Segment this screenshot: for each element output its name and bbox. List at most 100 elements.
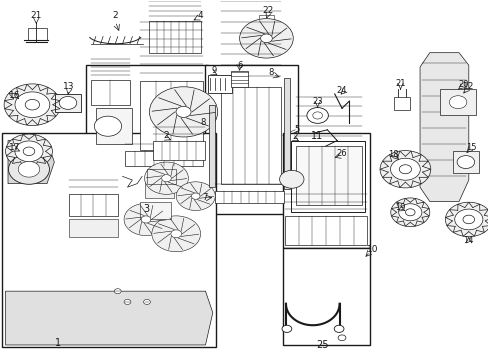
Circle shape — [390, 198, 429, 226]
Text: 16: 16 — [9, 90, 20, 99]
Text: 13: 13 — [63, 82, 75, 91]
Bar — [452, 151, 478, 173]
Text: 21: 21 — [31, 11, 42, 20]
Text: 12: 12 — [462, 82, 473, 91]
Bar — [204, 65, 298, 214]
Circle shape — [176, 106, 191, 117]
Circle shape — [379, 150, 430, 188]
Text: 5: 5 — [294, 125, 299, 134]
Bar — [208, 105, 215, 187]
Circle shape — [279, 170, 304, 188]
Text: 21: 21 — [394, 80, 405, 89]
Bar — [140, 202, 171, 220]
Text: 25: 25 — [316, 340, 328, 350]
Circle shape — [15, 141, 43, 162]
Bar — [144, 176, 173, 198]
Circle shape — [312, 112, 322, 119]
Circle shape — [94, 116, 122, 136]
Text: 11: 11 — [310, 131, 322, 141]
Polygon shape — [8, 140, 54, 184]
Bar — [215, 191, 283, 203]
Text: 1: 1 — [55, 338, 61, 348]
Bar — [285, 216, 366, 244]
Text: 6: 6 — [237, 62, 242, 71]
Circle shape — [239, 19, 293, 58]
Bar — [153, 140, 204, 160]
Bar — [221, 87, 281, 184]
Bar — [149, 22, 200, 53]
Circle shape — [390, 158, 420, 180]
Circle shape — [398, 204, 421, 221]
Circle shape — [398, 165, 411, 174]
Bar — [283, 78, 289, 189]
Circle shape — [114, 289, 121, 294]
Bar — [141, 134, 216, 214]
Circle shape — [59, 96, 77, 109]
Bar — [282, 134, 369, 248]
Text: 4: 4 — [198, 11, 203, 20]
Bar — [295, 146, 361, 205]
Circle shape — [141, 216, 150, 223]
Text: 7: 7 — [202, 193, 207, 202]
Circle shape — [152, 216, 200, 252]
Circle shape — [8, 154, 49, 184]
Bar — [91, 80, 130, 105]
Polygon shape — [419, 53, 468, 202]
Text: 14: 14 — [463, 237, 473, 246]
Bar — [282, 248, 369, 345]
Text: 24: 24 — [336, 86, 346, 95]
Circle shape — [445, 202, 488, 237]
Bar — [147, 169, 176, 184]
Circle shape — [23, 147, 35, 156]
Circle shape — [405, 209, 414, 216]
Text: 18: 18 — [387, 150, 398, 159]
Circle shape — [143, 300, 150, 305]
Bar — [140, 81, 203, 149]
Circle shape — [191, 193, 200, 199]
Circle shape — [260, 34, 272, 43]
Bar — [69, 194, 118, 216]
Circle shape — [448, 96, 466, 109]
Circle shape — [124, 300, 131, 305]
Bar — [290, 140, 365, 212]
Text: 2: 2 — [163, 131, 169, 140]
Text: 8: 8 — [201, 118, 206, 127]
Circle shape — [462, 215, 474, 224]
Circle shape — [15, 92, 50, 117]
Text: 15: 15 — [465, 143, 475, 152]
Bar — [69, 220, 118, 237]
Text: 2: 2 — [112, 11, 118, 20]
Text: 17: 17 — [9, 143, 20, 152]
Text: 23: 23 — [312, 96, 322, 105]
Circle shape — [333, 325, 343, 332]
Circle shape — [456, 156, 474, 168]
Circle shape — [306, 108, 328, 123]
Bar — [55, 94, 81, 112]
Text: 10: 10 — [366, 246, 377, 255]
Bar — [207, 75, 232, 93]
Circle shape — [124, 203, 167, 235]
Bar — [86, 65, 207, 214]
Text: 19: 19 — [394, 203, 405, 212]
Bar — [96, 108, 132, 144]
Bar — [231, 71, 247, 87]
Circle shape — [4, 84, 61, 126]
Bar — [2, 134, 216, 347]
Circle shape — [282, 325, 291, 332]
Bar — [125, 151, 203, 166]
Circle shape — [5, 134, 52, 168]
Bar — [393, 97, 409, 110]
Circle shape — [170, 230, 181, 238]
Circle shape — [18, 161, 40, 177]
Text: 22: 22 — [262, 6, 273, 15]
Bar — [439, 89, 475, 116]
Bar — [27, 28, 47, 40]
Text: 3: 3 — [142, 204, 149, 215]
Text: 8: 8 — [268, 68, 273, 77]
Bar — [259, 15, 273, 22]
Circle shape — [25, 99, 40, 110]
Text: 2: 2 — [292, 132, 297, 141]
Polygon shape — [5, 291, 212, 345]
Text: 26: 26 — [336, 149, 346, 158]
Circle shape — [144, 162, 188, 194]
